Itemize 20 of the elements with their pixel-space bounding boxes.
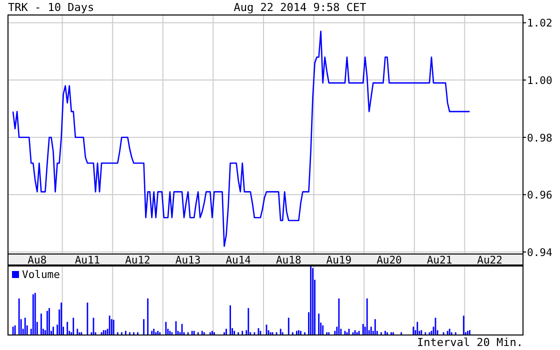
x-tick-label: Au11 [74, 254, 100, 266]
y-tick-label: 1.02 [527, 18, 552, 30]
x-tick-label: Au20 [376, 254, 402, 266]
chart-title: TRK - 10 Days [8, 1, 94, 14]
x-tick-label: Au22 [477, 254, 502, 266]
chart-subtitle: Aug 22 2014 9:58 CET [234, 1, 367, 14]
legend-label: Volume [22, 269, 60, 281]
y-tick-label: 1.00 [527, 75, 552, 88]
text: Interval 20 Min. [417, 336, 523, 349]
x-tick-label: Au18 [276, 254, 302, 266]
y-tick-label: 0.98 [527, 132, 552, 144]
x-tick-label: Au21 [426, 254, 452, 266]
y-tick-label: 0.96 [527, 190, 552, 202]
x-tick-label: Au12 [125, 254, 150, 266]
line-series [12, 30, 470, 247]
x-tick-label: Au8 [28, 254, 47, 266]
x-tick-label: Au19 [326, 254, 352, 266]
x-tick-label: Au14 [226, 254, 251, 266]
x-tick-label: Au13 [175, 254, 201, 266]
y-tick-label: 0.94 [527, 246, 552, 259]
